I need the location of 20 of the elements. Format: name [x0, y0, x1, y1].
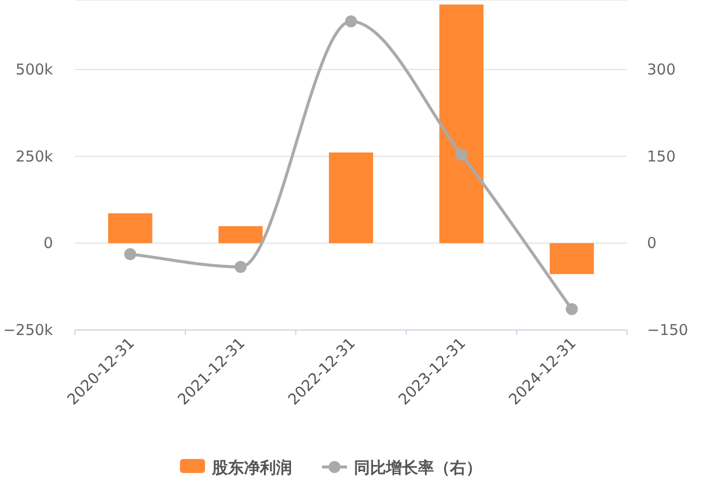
- bar: [550, 243, 594, 274]
- bar: [108, 213, 152, 244]
- y2-tick-label: 300: [647, 60, 676, 78]
- point: [345, 15, 357, 28]
- y2-tick-label: 150: [647, 147, 676, 166]
- legend-label: 同比增长率（右）: [354, 458, 482, 477]
- point: [234, 260, 247, 273]
- y2-tick-label: 0: [647, 234, 657, 252]
- legend-label: 股东净利润: [211, 458, 292, 477]
- bar: [218, 226, 263, 244]
- point: [566, 303, 578, 316]
- y-tick-label: 250k: [16, 147, 54, 166]
- point: [124, 248, 136, 260]
- point: [455, 148, 468, 161]
- y-tick-label: 0: [43, 234, 53, 252]
- y-tick-label: 500k: [16, 60, 54, 78]
- y2-tick-label: −150: [647, 321, 688, 339]
- bar: [439, 4, 484, 244]
- bar: [328, 152, 374, 244]
- y-tick-label: −250k: [3, 321, 54, 339]
